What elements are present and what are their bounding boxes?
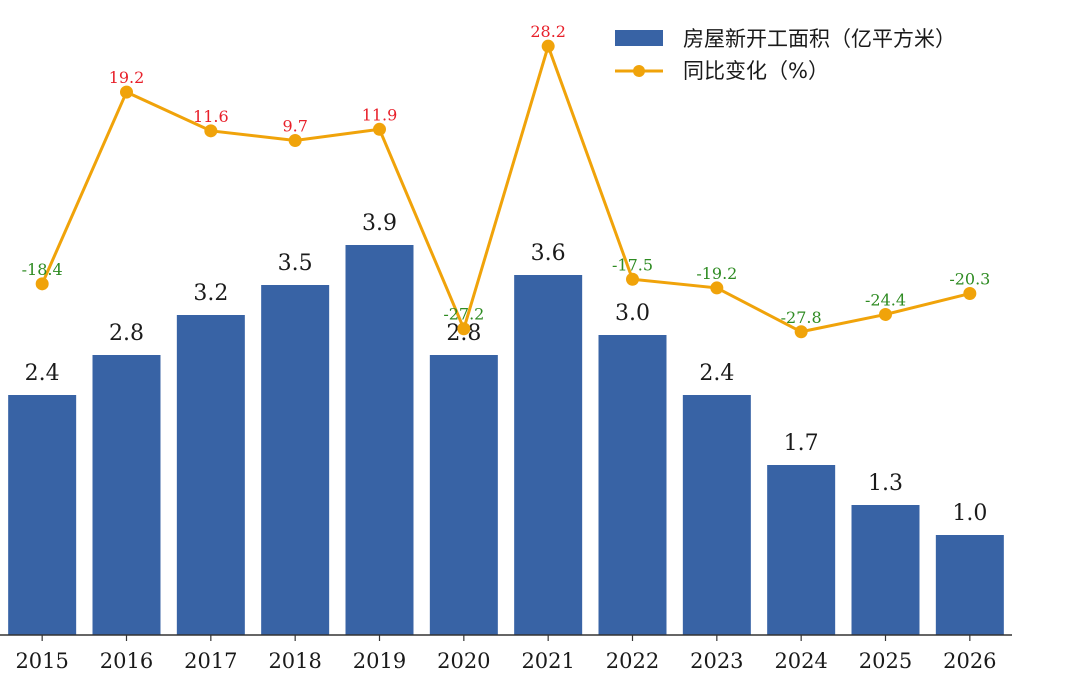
x-tick-label-2026: 2026 xyxy=(943,649,996,673)
x-tick-label-2020: 2020 xyxy=(437,649,490,673)
bar-value-labels: 2.42.83.23.53.92.83.63.02.41.71.31.0 xyxy=(25,211,988,526)
bar-2015 xyxy=(8,395,77,635)
yoy-value-label-2022: -17.5 xyxy=(612,255,653,274)
x-tick-label-2018: 2018 xyxy=(268,649,321,673)
yoy-point-2016 xyxy=(120,85,133,99)
x-tick-label-2016: 2016 xyxy=(100,649,153,673)
bar-value-label-2018: 3.5 xyxy=(278,251,313,276)
x-axis-ticks xyxy=(41,635,971,641)
x-tick-label-2024: 2024 xyxy=(774,649,827,673)
bar-series xyxy=(8,245,1004,635)
bar-value-label-2021: 3.6 xyxy=(531,241,566,266)
yoy-line xyxy=(40,41,971,334)
yoy-point-2018 xyxy=(288,134,302,148)
yoy-point-2023 xyxy=(710,281,724,295)
bar-value-label-2026: 1.0 xyxy=(952,501,987,526)
legend-line-label: 同比变化（%） xyxy=(683,59,829,83)
bar-2025 xyxy=(851,505,920,635)
x-axis-tick-labels: 2015 2016 2017 2018 2019 2020 2021 2022 2023 2024… xyxy=(15,649,996,673)
bar-2017 xyxy=(176,315,245,635)
yoy-value-label-2024: -27.8 xyxy=(781,308,822,327)
bar-2016 xyxy=(92,355,161,635)
yoy-point-2022 xyxy=(626,272,639,286)
yoy-point-2021 xyxy=(541,39,555,53)
yoy-point-2017 xyxy=(204,124,218,138)
yoy-value-label-2016: 19.2 xyxy=(109,68,145,87)
yoy-value-label-2025: -24.4 xyxy=(865,290,906,309)
bar-value-label-2025: 1.3 xyxy=(868,471,903,496)
yoy-point-2024 xyxy=(794,325,808,339)
bar-2026 xyxy=(935,535,1004,635)
x-tick-label-2022: 2022 xyxy=(606,649,659,673)
bar-value-label-2022: 3.0 xyxy=(615,301,650,326)
bar-value-label-2019: 3.9 xyxy=(362,211,397,236)
yoy-value-label-2020: -27.2 xyxy=(443,305,484,324)
bar-2021 xyxy=(514,275,583,635)
yoy-value-label-2026: -20.3 xyxy=(949,270,990,289)
yoy-value-label-2019: 11.9 xyxy=(362,105,398,124)
x-tick-label-2025: 2025 xyxy=(859,649,912,673)
bar-2019 xyxy=(345,245,414,635)
bar-value-label-2023: 2.4 xyxy=(699,361,734,386)
bar-value-label-2017: 3.2 xyxy=(193,281,228,306)
yoy-value-label-2017: 11.6 xyxy=(193,107,229,126)
yoy-point-2015 xyxy=(35,277,49,291)
bar-2024 xyxy=(767,465,836,635)
x-tick-label-2019: 2019 xyxy=(353,649,406,673)
bar-2023 xyxy=(682,395,751,635)
legend-line-marker xyxy=(633,65,645,77)
yoy-points xyxy=(35,39,977,339)
yoy-point-2025 xyxy=(879,307,892,321)
yoy-point-2019 xyxy=(373,122,386,136)
yoy-point-2026 xyxy=(963,287,977,301)
bar-2020 xyxy=(429,355,498,635)
legend-bar-label: 房屋新开工面积（亿平方米） xyxy=(683,27,956,51)
bar-2022 xyxy=(598,335,667,635)
yoy-value-label-2018: 9.7 xyxy=(282,117,307,136)
yoy-value-labels: -18.4 19.2 11.6 9.7 11.9 -27.2 28.2 -17.5 -19.2 -… xyxy=(22,22,991,327)
bar-value-label-2015: 2.4 xyxy=(25,361,60,386)
x-tick-label-2023: 2023 xyxy=(690,649,743,673)
legend-bar-swatch xyxy=(615,30,663,46)
yoy-point-2020 xyxy=(457,322,471,336)
bar-2018 xyxy=(261,285,330,635)
yoy-value-label-2015: -18.4 xyxy=(22,260,63,279)
bar-value-label-2024: 1.7 xyxy=(784,431,819,456)
yoy-value-label-2023: -19.2 xyxy=(696,264,737,283)
yoy-value-label-2021: 28.2 xyxy=(530,22,566,41)
bar-value-label-2016: 2.8 xyxy=(109,321,144,346)
x-tick-label-2021: 2021 xyxy=(521,649,574,673)
x-tick-label-2017: 2017 xyxy=(184,649,237,673)
x-tick-label-2015: 2015 xyxy=(15,649,68,673)
legend: 房屋新开工面积（亿平方米） 同比变化（%） xyxy=(615,27,956,83)
